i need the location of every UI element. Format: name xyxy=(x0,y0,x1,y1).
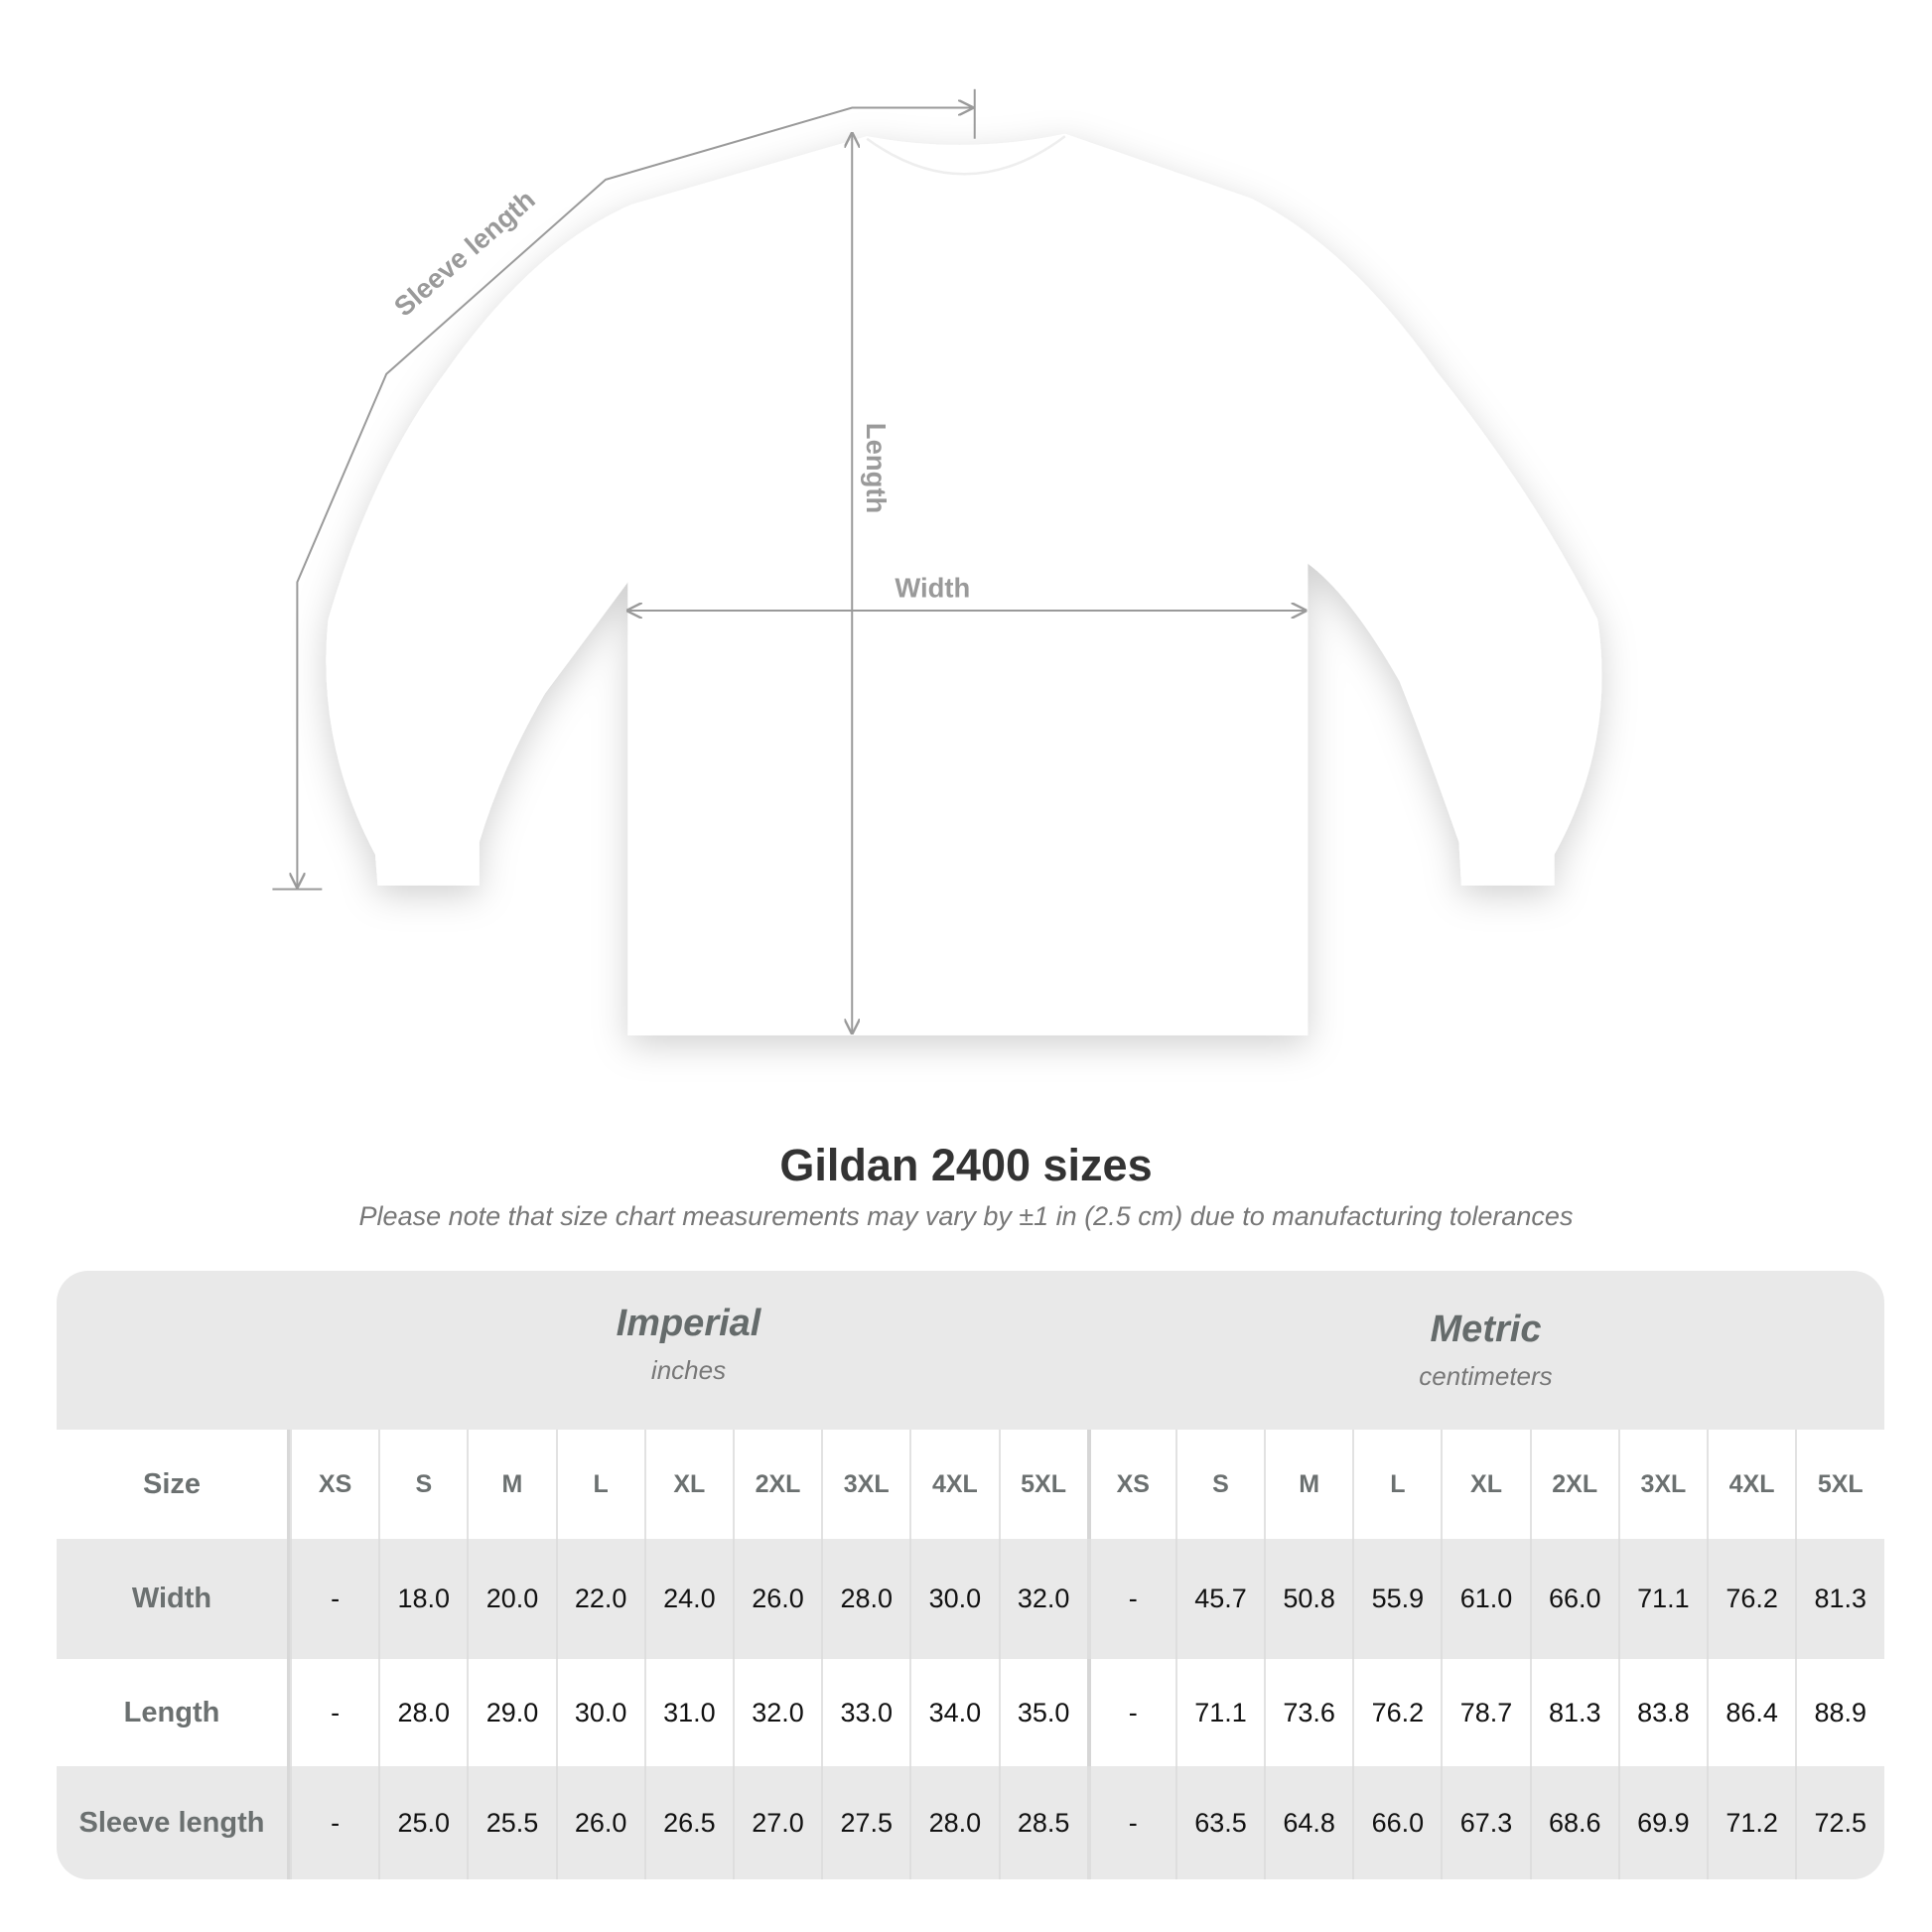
metric-value: - xyxy=(1086,1659,1175,1766)
metric-value: 68.6 xyxy=(1529,1766,1618,1879)
imperial-value: 32.0 xyxy=(732,1659,821,1766)
table-row: Length -28.0 29.0 30.0 31.0 32.0 33.0 34.0 35.0-… xyxy=(57,1659,1884,1766)
imperial-value: - xyxy=(290,1539,378,1659)
size-column-header: XL xyxy=(1441,1430,1529,1539)
sleeve-measure-line xyxy=(297,108,972,888)
imperial-title: Imperial xyxy=(616,1303,761,1344)
metric-header: Metric centimeters xyxy=(1087,1309,1884,1392)
size-column-header: L xyxy=(1352,1430,1441,1539)
imperial-value: 28.0 xyxy=(821,1539,909,1659)
size-column-header: 4XL xyxy=(909,1430,998,1539)
imperial-value: 35.0 xyxy=(998,1659,1087,1766)
metric-value: 63.5 xyxy=(1174,1766,1264,1879)
size-column-header: XS xyxy=(290,1430,378,1539)
size-header-label: Size xyxy=(57,1430,290,1539)
imperial-value: - xyxy=(290,1766,378,1879)
metric-value: - xyxy=(1086,1766,1175,1879)
metric-value: 73.6 xyxy=(1264,1659,1352,1766)
imperial-value: 26.0 xyxy=(555,1766,644,1879)
imperial-value: 28.0 xyxy=(909,1766,998,1879)
size-column-header: S xyxy=(1174,1430,1264,1539)
row-label: Length xyxy=(57,1659,290,1766)
metric-unit: centimeters xyxy=(1419,1361,1553,1391)
imperial-value: 25.5 xyxy=(467,1766,555,1879)
imperial-value: 33.0 xyxy=(821,1659,909,1766)
size-column-header: 5XL xyxy=(998,1430,1087,1539)
size-column-header: 3XL xyxy=(1617,1430,1707,1539)
imperial-header: Imperial inches xyxy=(290,1303,1087,1386)
metric-value: 72.5 xyxy=(1795,1766,1883,1879)
imperial-value: 31.0 xyxy=(643,1659,733,1766)
imperial-value: 24.0 xyxy=(643,1539,733,1659)
size-table: Imperial inches Metric centimeters Size X… xyxy=(57,1271,1884,1879)
imperial-value: 28.0 xyxy=(378,1659,467,1766)
row-label: Sleeve length xyxy=(57,1766,290,1879)
width-label: Width xyxy=(895,572,970,603)
metric-value: 66.0 xyxy=(1352,1766,1441,1879)
row-label: Width xyxy=(57,1539,290,1659)
imperial-value: 18.0 xyxy=(378,1539,467,1659)
imperial-value: 27.5 xyxy=(821,1766,909,1879)
size-column-header: 2XL xyxy=(732,1430,821,1539)
metric-value: 81.3 xyxy=(1795,1539,1883,1659)
metric-value: 55.9 xyxy=(1352,1539,1441,1659)
size-column-header: M xyxy=(467,1430,555,1539)
metric-value: 61.0 xyxy=(1441,1539,1529,1659)
metric-value: 78.7 xyxy=(1441,1659,1529,1766)
size-column-header: 4XL xyxy=(1707,1430,1795,1539)
size-column-header: 2XL xyxy=(1529,1430,1618,1539)
metric-value: 67.3 xyxy=(1441,1766,1529,1879)
metric-value: 71.1 xyxy=(1174,1659,1264,1766)
metric-value: - xyxy=(1086,1539,1175,1659)
page-title: Gildan 2400 sizes xyxy=(779,1140,1153,1190)
metric-value: 71.2 xyxy=(1707,1766,1795,1879)
imperial-value: 20.0 xyxy=(467,1539,555,1659)
metric-value: 66.0 xyxy=(1529,1539,1618,1659)
unit-header-band xyxy=(57,1271,1884,1430)
imperial-value: - xyxy=(290,1659,378,1766)
size-header-row: Size XS S M L XL 2XL 3XL 4XL 5XL XS S M L XL 2XL 3XL 4XL 5… xyxy=(57,1430,1884,1539)
imperial-value: 32.0 xyxy=(998,1539,1087,1659)
size-column-header: XL xyxy=(643,1430,733,1539)
size-column-header: S xyxy=(378,1430,467,1539)
length-label: Length xyxy=(861,423,892,513)
metric-title: Metric xyxy=(1430,1309,1542,1350)
size-column-header: 5XL xyxy=(1795,1430,1883,1539)
table-row: Sleeve length -25.0 25.5 26.0 26.5 27.0 27.5 28… xyxy=(57,1766,1884,1879)
metric-value: 76.2 xyxy=(1352,1659,1441,1766)
imperial-value: 26.5 xyxy=(643,1766,733,1879)
imperial-value: 34.0 xyxy=(909,1659,998,1766)
imperial-value: 26.0 xyxy=(732,1539,821,1659)
metric-value: 88.9 xyxy=(1795,1659,1883,1766)
imperial-value: 28.5 xyxy=(998,1766,1087,1879)
imperial-value: 29.0 xyxy=(467,1659,555,1766)
imperial-value: 30.0 xyxy=(909,1539,998,1659)
imperial-value: 27.0 xyxy=(732,1766,821,1879)
size-column-header: 3XL xyxy=(821,1430,909,1539)
size-column-header: M xyxy=(1264,1430,1352,1539)
size-column-header: L xyxy=(555,1430,644,1539)
metric-value: 76.2 xyxy=(1707,1539,1795,1659)
metric-value: 69.9 xyxy=(1617,1766,1707,1879)
metric-value: 83.8 xyxy=(1617,1659,1707,1766)
metric-value: 86.4 xyxy=(1707,1659,1795,1766)
imperial-unit: inches xyxy=(650,1355,727,1385)
imperial-value: 25.0 xyxy=(378,1766,467,1879)
imperial-value: 22.0 xyxy=(555,1539,644,1659)
metric-value: 50.8 xyxy=(1264,1539,1352,1659)
imperial-value: 30.0 xyxy=(555,1659,644,1766)
metric-value: 45.7 xyxy=(1174,1539,1264,1659)
metric-value: 81.3 xyxy=(1529,1659,1618,1766)
size-column-header: XS xyxy=(1086,1430,1175,1539)
tolerance-note: Please note that size chart measurements… xyxy=(358,1201,1574,1231)
metric-value: 64.8 xyxy=(1264,1766,1352,1879)
metric-value: 71.1 xyxy=(1617,1539,1707,1659)
table-row: Width -18.0 20.0 22.0 24.0 26.0 28.0 30.0 32.0-4… xyxy=(57,1539,1884,1659)
